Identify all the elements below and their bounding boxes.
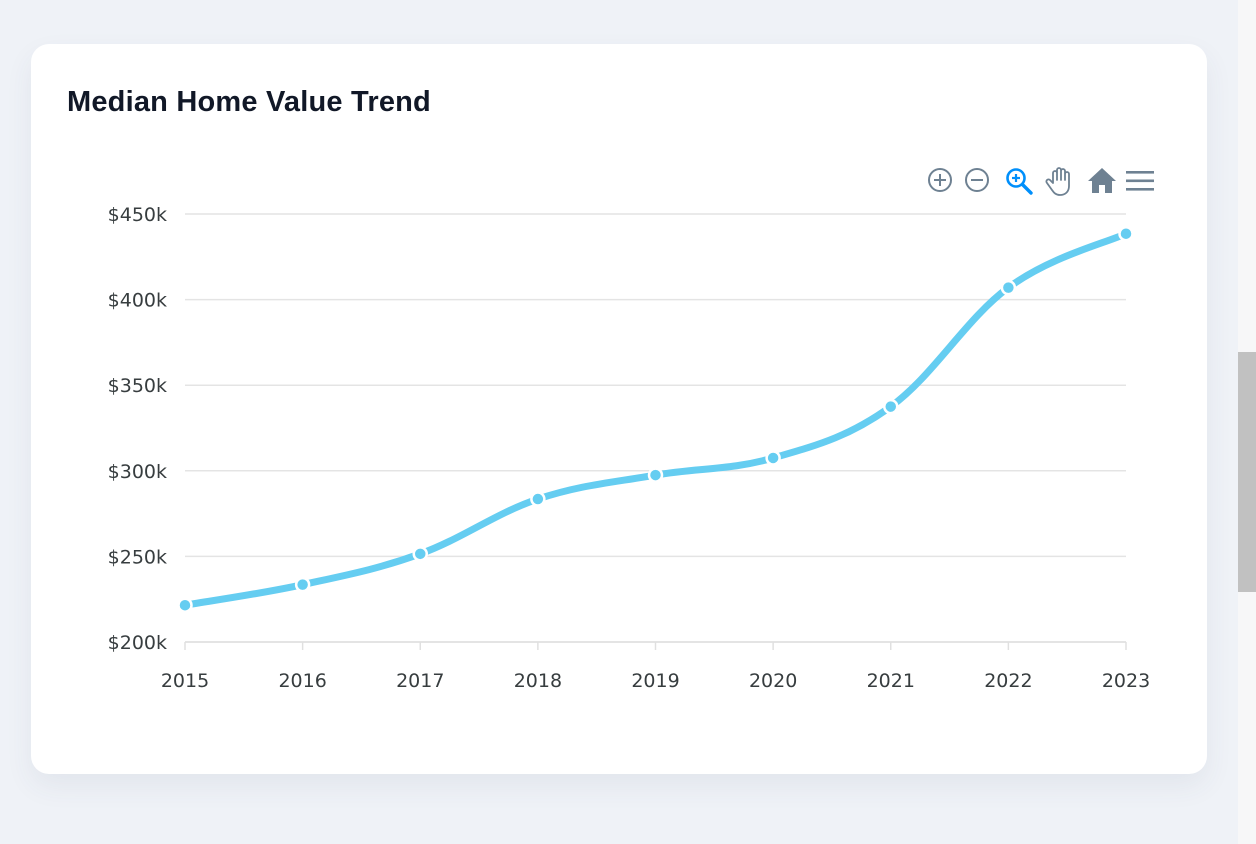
reset-home-icon[interactable] — [1087, 166, 1117, 194]
y-tick-label: $200k — [108, 632, 167, 654]
y-tick-label: $400k — [108, 290, 167, 312]
y-tick-label: $250k — [108, 546, 167, 568]
x-axis-labels: 2015 2016 2017 2018 2019 2020 2021 2022 2023 — [161, 670, 1150, 692]
x-tick-label: 2015 — [161, 670, 209, 692]
menu-icon[interactable] — [1125, 168, 1155, 194]
x-tick-label: 2017 — [396, 670, 444, 692]
x-axis — [184, 641, 1127, 650]
x-tick-label: 2023 — [1102, 670, 1150, 692]
data-point-2019[interactable] — [647, 467, 664, 483]
data-point-2022[interactable] — [1000, 279, 1017, 296]
data-point-2018[interactable] — [530, 491, 546, 507]
y-tick-label: $350k — [108, 375, 167, 397]
x-tick-label: 2020 — [749, 670, 797, 692]
data-point-2021[interactable] — [883, 398, 899, 415]
chart-title: Median Home Value Trend — [67, 86, 431, 118]
y-tick-label: $450k — [108, 204, 167, 226]
zoom-in-icon[interactable] — [927, 167, 953, 193]
line-chart: $200k$250k$300k$350k$400k$450k 2015 2016 2… — [108, 204, 1151, 692]
pan-hand-icon[interactable] — [1044, 165, 1074, 197]
page-scrollbar-thumb[interactable] — [1238, 352, 1256, 592]
data-point-2015[interactable] — [177, 597, 193, 613]
x-tick-label: 2016 — [278, 670, 326, 692]
data-point-2017[interactable] — [412, 546, 428, 562]
zoom-out-icon[interactable] — [964, 167, 990, 193]
data-point-2020[interactable] — [765, 450, 781, 466]
data-point-2023[interactable] — [1118, 225, 1134, 242]
data-point-2016[interactable] — [294, 576, 311, 593]
x-tick-label: 2021 — [867, 670, 915, 692]
chart-card: Median Home Value Trend — [31, 44, 1207, 774]
x-tick-label: 2019 — [631, 670, 679, 692]
series — [177, 225, 1134, 613]
y-tick-label: $300k — [108, 461, 167, 483]
y-axis-labels: $200k $250k $300k $350k $400k $450k — [108, 204, 167, 654]
selection-zoom-icon[interactable] — [1004, 166, 1034, 196]
x-tick-label: 2022 — [984, 670, 1032, 692]
x-tick-label: 2018 — [514, 670, 562, 692]
series-line — [181, 230, 1130, 609]
